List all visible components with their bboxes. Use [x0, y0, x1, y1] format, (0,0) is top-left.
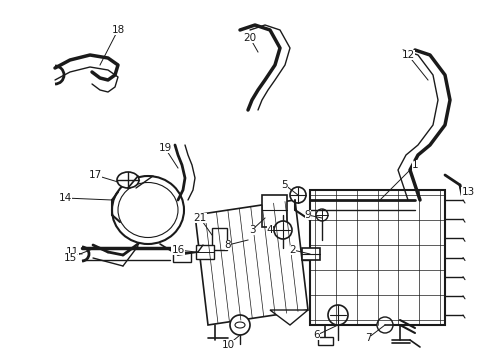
Text: 15: 15 — [63, 253, 77, 263]
Text: 12: 12 — [401, 50, 414, 60]
Bar — [309, 190, 444, 325]
Bar — [262, 195, 286, 227]
Text: 18: 18 — [111, 25, 124, 35]
Bar — [297, 250, 309, 260]
Text: 10: 10 — [221, 340, 234, 350]
Text: 21: 21 — [193, 213, 206, 223]
Text: 14: 14 — [58, 193, 71, 203]
Bar — [302, 248, 319, 260]
Bar — [317, 337, 332, 345]
Ellipse shape — [235, 322, 244, 328]
Polygon shape — [269, 310, 307, 325]
Ellipse shape — [117, 172, 139, 188]
Text: 20: 20 — [243, 33, 256, 43]
Ellipse shape — [118, 183, 178, 238]
Circle shape — [315, 209, 327, 221]
Text: 4: 4 — [266, 225, 273, 235]
Text: 19: 19 — [158, 143, 171, 153]
Circle shape — [327, 305, 347, 325]
Text: 3: 3 — [248, 225, 255, 235]
Text: 13: 13 — [461, 187, 474, 197]
Text: 8: 8 — [224, 240, 231, 250]
Text: 1: 1 — [411, 160, 417, 170]
Text: 7: 7 — [364, 333, 370, 343]
Circle shape — [273, 221, 291, 239]
Text: 5: 5 — [281, 180, 288, 190]
Text: 6: 6 — [313, 330, 320, 340]
Text: 17: 17 — [88, 170, 102, 180]
Circle shape — [229, 315, 249, 335]
Bar — [212, 228, 226, 250]
Text: 16: 16 — [171, 245, 184, 255]
Polygon shape — [195, 200, 307, 325]
Ellipse shape — [112, 176, 183, 244]
Text: 2: 2 — [289, 245, 296, 255]
Text: 9: 9 — [304, 210, 311, 220]
Circle shape — [289, 187, 305, 203]
Text: 11: 11 — [65, 247, 79, 257]
Circle shape — [376, 317, 392, 333]
Bar — [196, 245, 214, 259]
Bar — [173, 252, 191, 262]
